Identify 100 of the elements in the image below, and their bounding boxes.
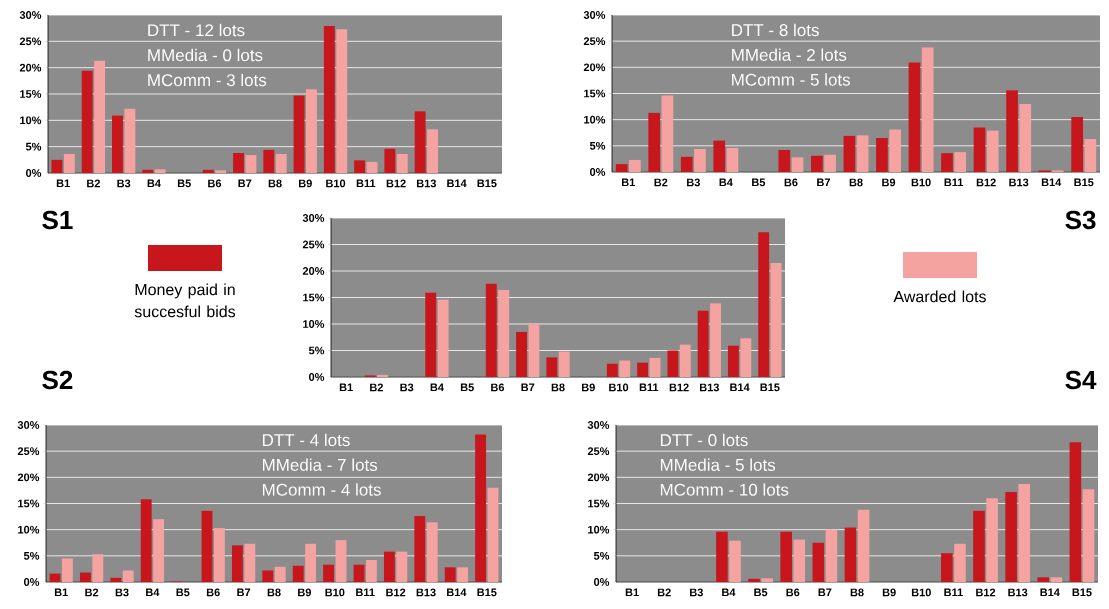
bar — [292, 565, 304, 582]
y-tick-label: 25% — [302, 240, 325, 249]
x-tick-label: B3 — [687, 178, 700, 187]
bar — [770, 263, 782, 377]
x-tick-label: B8 — [551, 383, 565, 392]
x-tick-label: B3 — [115, 588, 129, 597]
x-tick-label: B2 — [657, 588, 671, 597]
bar — [528, 323, 540, 377]
bar — [710, 303, 721, 377]
x-tick-label: B9 — [581, 383, 595, 392]
y-tick-label: 15% — [584, 89, 606, 98]
bar — [201, 510, 213, 582]
x-tick-label: B4 — [719, 178, 733, 187]
x-tick-label: B3 — [690, 588, 703, 597]
bar — [231, 545, 243, 582]
bar — [233, 152, 244, 173]
bar — [661, 95, 674, 172]
x-tick-label: B11 — [356, 588, 375, 597]
y-tick-label: 25% — [587, 447, 610, 456]
bar — [336, 29, 348, 173]
bar — [498, 290, 510, 377]
x-tick-label: B12 — [976, 588, 996, 597]
y-tick-label: 30% — [302, 214, 325, 222]
y-tick-label: 30% — [17, 421, 40, 429]
bar — [758, 232, 770, 377]
x-tick-label: B7 — [818, 588, 832, 597]
bar — [811, 155, 823, 172]
x-tick-label: B15 — [1072, 588, 1092, 597]
y-tick-label: 5% — [25, 142, 42, 151]
bar — [122, 570, 134, 582]
annotation: MComm - 5 lots — [732, 73, 851, 86]
x-tick-label: B11 — [944, 178, 964, 187]
x-tick-label: B5 — [177, 179, 191, 188]
bar — [824, 154, 836, 172]
x-tick-label: B2 — [85, 588, 99, 597]
x-tick-label: B13 — [1008, 588, 1028, 597]
bar — [697, 310, 709, 377]
annotation: DTT - 4 lots — [262, 433, 350, 447]
bar — [1084, 139, 1097, 172]
y-tick-label: 10% — [584, 115, 606, 124]
bar — [761, 578, 773, 582]
bar — [244, 543, 256, 582]
x-tick-label: B10 — [325, 588, 345, 597]
bar — [425, 292, 437, 377]
y-tick-label: 0% — [594, 578, 610, 586]
bar — [306, 89, 317, 173]
bar — [92, 554, 104, 582]
y-tick-label: 0% — [309, 373, 325, 381]
bar — [215, 170, 227, 173]
x-tick-label: B4 — [147, 179, 161, 188]
y-tick-label: 0% — [590, 168, 606, 176]
x-tick-label: B6 — [491, 383, 505, 392]
bar — [889, 129, 901, 172]
bar — [1050, 577, 1063, 582]
y-tick-label: 5% — [593, 551, 610, 560]
bar — [202, 169, 214, 173]
bar — [63, 154, 75, 173]
bar — [124, 108, 136, 173]
x-tick-label: B11 — [944, 588, 963, 597]
annotation: DTT - 12 lots — [148, 23, 245, 37]
bar — [793, 539, 806, 582]
y-tick-label: 0% — [26, 169, 42, 177]
bar — [843, 135, 856, 172]
y-tick-label: 5% — [308, 346, 325, 355]
bar — [791, 157, 804, 172]
chart-title: S2 — [42, 370, 73, 390]
bar — [629, 159, 641, 172]
bar — [323, 26, 335, 173]
bar — [475, 434, 487, 582]
y-tick-label: 15% — [303, 293, 325, 302]
x-tick-label: B13 — [416, 179, 437, 188]
x-tick-label: B4 — [430, 383, 444, 392]
bar — [1018, 484, 1031, 582]
bar — [426, 522, 438, 582]
y-tick-label: 0% — [24, 578, 40, 586]
bar — [305, 543, 317, 582]
x-tick-label: B9 — [298, 588, 312, 597]
x-tick-label: B12 — [669, 383, 689, 392]
bar — [213, 528, 225, 582]
y-tick-label: 25% — [19, 37, 42, 46]
bar — [606, 363, 618, 377]
text: S1 — [42, 210, 73, 230]
x-tick-label: B10 — [911, 588, 931, 597]
bar — [1019, 103, 1032, 172]
bar — [844, 527, 857, 582]
x-tick-label: B2 — [654, 178, 668, 187]
bar — [546, 357, 558, 377]
bar — [558, 351, 570, 377]
bar — [727, 345, 739, 377]
bar — [110, 577, 122, 582]
x-tick-label: B6 — [786, 588, 800, 597]
bar — [396, 551, 408, 582]
x-tick-label: B1 — [621, 178, 635, 187]
bar — [619, 360, 631, 377]
bar — [825, 529, 838, 582]
y-tick-label: 20% — [302, 267, 325, 275]
x-tick-label: B10 — [326, 179, 346, 188]
bar — [986, 130, 999, 172]
y-tick-label: 10% — [18, 525, 40, 534]
bar — [414, 111, 426, 173]
